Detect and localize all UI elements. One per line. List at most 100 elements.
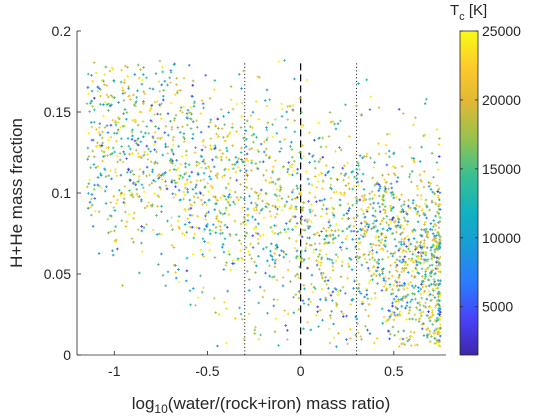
scatter-point [251, 126, 254, 129]
scatter-point [140, 225, 143, 228]
scatter-point [375, 337, 379, 340]
scatter-point [435, 161, 439, 164]
scatter-point [269, 176, 273, 180]
scatter-point [257, 242, 260, 245]
scatter-point [402, 227, 406, 231]
scatter-point [402, 329, 406, 333]
scatter-point [172, 246, 176, 249]
scatter-point [103, 154, 107, 158]
scatter-point [427, 181, 430, 184]
scatter-point [244, 246, 248, 249]
scatter-point [320, 273, 324, 277]
scatter-point [186, 217, 190, 221]
scatter-point [340, 248, 344, 252]
scatter-point [254, 226, 258, 230]
scatter-point [135, 188, 139, 191]
scatter-point [434, 330, 437, 334]
scatter-point [114, 168, 117, 171]
scatter-point [415, 263, 419, 267]
scatter-point [363, 295, 366, 299]
scatter-point [365, 78, 368, 82]
scatter-point [96, 165, 100, 168]
scatter-point [148, 173, 151, 177]
scatter-point [332, 190, 336, 194]
scatter-point [264, 191, 268, 195]
scatter-point [439, 279, 442, 283]
scatter-point [388, 132, 391, 136]
scatter-point [429, 315, 432, 319]
scatter-point [202, 138, 206, 142]
scatter-point [422, 242, 426, 245]
scatter-point [368, 108, 372, 111]
scatter-point [410, 170, 414, 173]
scatter-point [231, 107, 235, 111]
scatter-point [201, 237, 205, 241]
scatter-point [218, 225, 222, 228]
scatter-point [369, 156, 372, 160]
scatter-point [170, 180, 174, 184]
scatter-point [227, 182, 230, 186]
scatter-point [286, 329, 289, 332]
scatter-point [306, 177, 310, 181]
scatter-point [371, 256, 374, 260]
scatter-point [228, 234, 232, 238]
scatter-point [397, 107, 401, 111]
scatter-point [359, 207, 363, 211]
scatter-point [261, 199, 264, 203]
scatter-point [88, 178, 92, 182]
scatter-point [316, 310, 319, 313]
scatter-point [195, 160, 199, 164]
scatter-point [246, 207, 250, 211]
scatter-point [269, 214, 273, 218]
scatter-point [346, 342, 349, 346]
scatter-point [412, 331, 416, 334]
scatter-point [391, 325, 395, 329]
scatter-point [354, 333, 358, 337]
scatter-point [205, 212, 208, 215]
scatter-point [125, 117, 128, 121]
scatter-point [290, 155, 294, 159]
scatter-point [313, 242, 317, 246]
scatter-point [174, 185, 177, 188]
scatter-point [209, 147, 212, 150]
scatter-point [383, 185, 387, 189]
scatter-point [163, 79, 167, 83]
scatter-point [302, 154, 305, 158]
scatter-point [397, 345, 401, 348]
scatter-point [352, 184, 356, 188]
scatter-point [367, 253, 371, 257]
scatter-point [330, 187, 333, 191]
scatter-point [157, 195, 161, 199]
scatter-point [396, 224, 400, 227]
scatter-point [207, 210, 210, 214]
scatter-point [256, 167, 260, 171]
scatter-point [321, 136, 324, 140]
scatter-point [434, 306, 437, 309]
scatter-point [384, 152, 388, 155]
scatter-point [204, 214, 207, 218]
scatter-point [136, 89, 139, 93]
scatter-point [141, 73, 145, 76]
scatter-point [270, 255, 274, 258]
scatter-point [428, 319, 432, 323]
scatter-point [259, 333, 262, 337]
scatter-point [271, 169, 275, 173]
scatter-point [228, 193, 231, 196]
y-tick-label: 0 [63, 347, 71, 363]
scatter-point [186, 190, 190, 194]
scatter-point [104, 202, 108, 205]
scatter-point [201, 253, 204, 256]
scatter-point [431, 309, 434, 312]
scatter-point [323, 197, 326, 201]
scatter-point [117, 117, 121, 121]
scatter-point [405, 336, 409, 340]
scatter-point [280, 208, 284, 212]
scatter-point [334, 150, 337, 153]
scatter-point [228, 203, 232, 207]
scatter-point [189, 117, 192, 120]
scatter-point [397, 276, 400, 279]
scatter-point [391, 252, 395, 256]
scatter-point [193, 151, 197, 154]
scatter-point [357, 82, 360, 85]
scatter-point [396, 270, 399, 273]
